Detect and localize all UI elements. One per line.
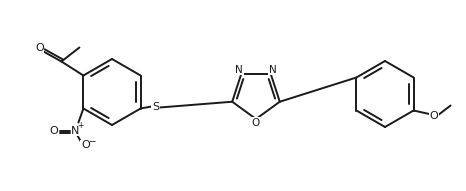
Text: N: N: [269, 65, 276, 75]
Text: O: O: [252, 118, 260, 128]
Text: N: N: [235, 65, 243, 75]
Text: O: O: [49, 125, 58, 135]
Text: O: O: [35, 43, 44, 53]
Text: S: S: [152, 101, 159, 112]
Text: O: O: [429, 111, 438, 121]
Text: N: N: [71, 125, 80, 135]
Text: O: O: [81, 141, 90, 151]
Text: +: +: [77, 121, 83, 130]
Text: −: −: [88, 136, 95, 145]
